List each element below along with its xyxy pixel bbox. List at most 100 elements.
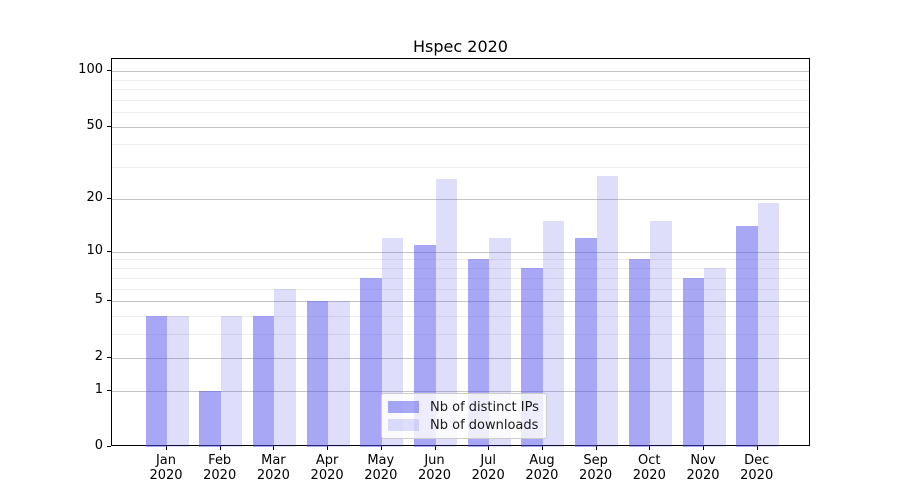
x-tick-label-year: 2020: [525, 468, 559, 483]
major-gridline-10: [112, 251, 809, 253]
bar-jan-distinct-ips: [145, 315, 167, 447]
bar-mar-downloads: [274, 288, 296, 447]
x-tick-label-sep: Sep 2020: [566, 453, 626, 483]
x-tick-label-year: 2020: [579, 468, 613, 483]
bar-apr-downloads: [328, 301, 350, 447]
x-tick-label-jul: Jul 2020: [458, 453, 518, 483]
major-gridline-2: [112, 357, 809, 359]
y-tick-label-5: 5: [94, 292, 103, 307]
x-tick-label-dec: Dec 2020: [727, 453, 787, 483]
x-tick-label-month: Jun: [424, 453, 445, 468]
x-tick-label-month: Jul: [480, 453, 497, 468]
minor-gridline-80: [112, 89, 809, 90]
x-tick-label-year: 2020: [203, 468, 237, 483]
minor-gridline-40: [112, 144, 809, 146]
bar-apr-distinct-ips: [306, 301, 329, 447]
x-tick-label-mar: Mar 2020: [243, 453, 303, 483]
bar-mar-distinct-ips: [252, 315, 275, 447]
y-tick-1: [107, 389, 111, 391]
legend-swatch-downloads: [388, 419, 419, 431]
legend-item-distinct-ips: Nb of distinct IPs: [388, 399, 539, 415]
minor-gridline-6: [112, 288, 809, 290]
bar-sep-downloads: [596, 175, 619, 447]
x-tick-label-jan: Jan 2020: [136, 453, 196, 483]
y-tick-5: [107, 300, 111, 301]
y-tick-0: [107, 446, 111, 447]
major-gridline-1: [112, 390, 809, 392]
x-tick-label-jun: Jun 2020: [405, 453, 465, 483]
major-gridline-100: [112, 71, 809, 72]
x-tick-label-year: 2020: [632, 468, 666, 483]
legend-label-downloads: Nb of downloads: [430, 417, 539, 433]
legend-item-downloads: Nb of downloads: [388, 417, 538, 433]
x-tick-dec: [756, 446, 758, 450]
x-tick-label-month: Nov: [690, 453, 716, 468]
minor-gridline-4: [112, 315, 809, 317]
x-tick-label-month: Feb: [208, 453, 232, 468]
bar-aug-downloads: [542, 221, 565, 447]
x-tick-label-month: May: [367, 453, 395, 468]
legend-label-distinct-ips: Nb of distinct IPs: [430, 399, 539, 415]
x-tick-label-feb: Feb 2020: [190, 453, 250, 483]
y-tick-label-10: 10: [86, 242, 103, 258]
x-tick-label-month: Apr: [315, 453, 339, 468]
minor-gridline-9: [112, 259, 809, 261]
x-tick-may: [380, 446, 382, 450]
y-tick-20: [107, 197, 111, 199]
x-tick-label-apr: Apr 2020: [297, 453, 357, 483]
x-tick-label-month: Oct: [638, 453, 661, 468]
x-tick-label-year: 2020: [149, 468, 183, 483]
minor-gridline-90: [112, 79, 809, 81]
x-tick-label-year: 2020: [310, 468, 344, 483]
minor-gridline-30: [112, 167, 809, 169]
y-tick-label-0: 0: [94, 438, 103, 453]
x-tick-label-month: Jan: [155, 453, 177, 468]
x-tick-nov: [703, 446, 704, 450]
x-tick-label-month: Mar: [261, 453, 286, 468]
x-tick-label-year: 2020: [740, 468, 774, 483]
x-tick-aug: [541, 446, 543, 450]
x-tick-label-year: 2020: [256, 468, 290, 483]
bar-oct-distinct-ips: [628, 259, 651, 447]
legend: Nb of distinct IPs Nb of downloads: [381, 393, 547, 439]
y-tick-2: [107, 356, 111, 358]
major-gridline-50: [112, 126, 809, 128]
bar-oct-downloads: [650, 221, 672, 447]
x-tick-label-year: 2020: [417, 468, 452, 483]
x-tick-mar: [273, 446, 275, 450]
x-tick-label-year: 2020: [686, 468, 720, 483]
x-tick-oct: [649, 446, 651, 450]
plot-area: Nb of distinct IPs Nb of downloads: [111, 58, 810, 447]
bar-nov-distinct-ips: [682, 277, 704, 447]
bar-may-distinct-ips: [360, 277, 382, 447]
major-gridline-20: [112, 198, 809, 200]
bar-nov-downloads: [704, 268, 726, 447]
major-gridline-5: [112, 301, 809, 302]
x-tick-label-month: Sep: [583, 453, 608, 468]
x-tick-jun: [434, 446, 436, 450]
bar-jan-downloads: [167, 315, 189, 447]
x-tick-label-month: Aug: [529, 453, 555, 468]
minor-gridline-70: [112, 99, 809, 101]
y-tick-label-50: 50: [86, 117, 103, 133]
x-tick-label-year: 2020: [364, 468, 398, 483]
x-tick-label-may: May 2020: [351, 453, 411, 483]
x-tick-sep: [595, 446, 597, 450]
y-tick-100: [107, 70, 111, 71]
y-tick-label-100: 100: [78, 62, 103, 77]
y-tick-label-2: 2: [94, 348, 103, 364]
y-tick-50: [107, 125, 111, 127]
x-tick-label-year: 2020: [471, 468, 505, 483]
x-tick-jan: [166, 446, 167, 450]
y-tick-10: [107, 250, 111, 252]
bar-feb-downloads: [220, 315, 243, 447]
minor-gridline-7: [112, 277, 809, 279]
minor-gridline-3: [112, 334, 809, 336]
x-tick-label-nov: Nov 2020: [673, 453, 733, 483]
bar-dec-downloads: [757, 202, 780, 447]
minor-gridline-8: [112, 268, 809, 269]
x-tick-feb: [219, 446, 221, 450]
chart-title: Hspec 2020: [413, 37, 508, 56]
x-tick-label-month: Dec: [744, 453, 770, 468]
